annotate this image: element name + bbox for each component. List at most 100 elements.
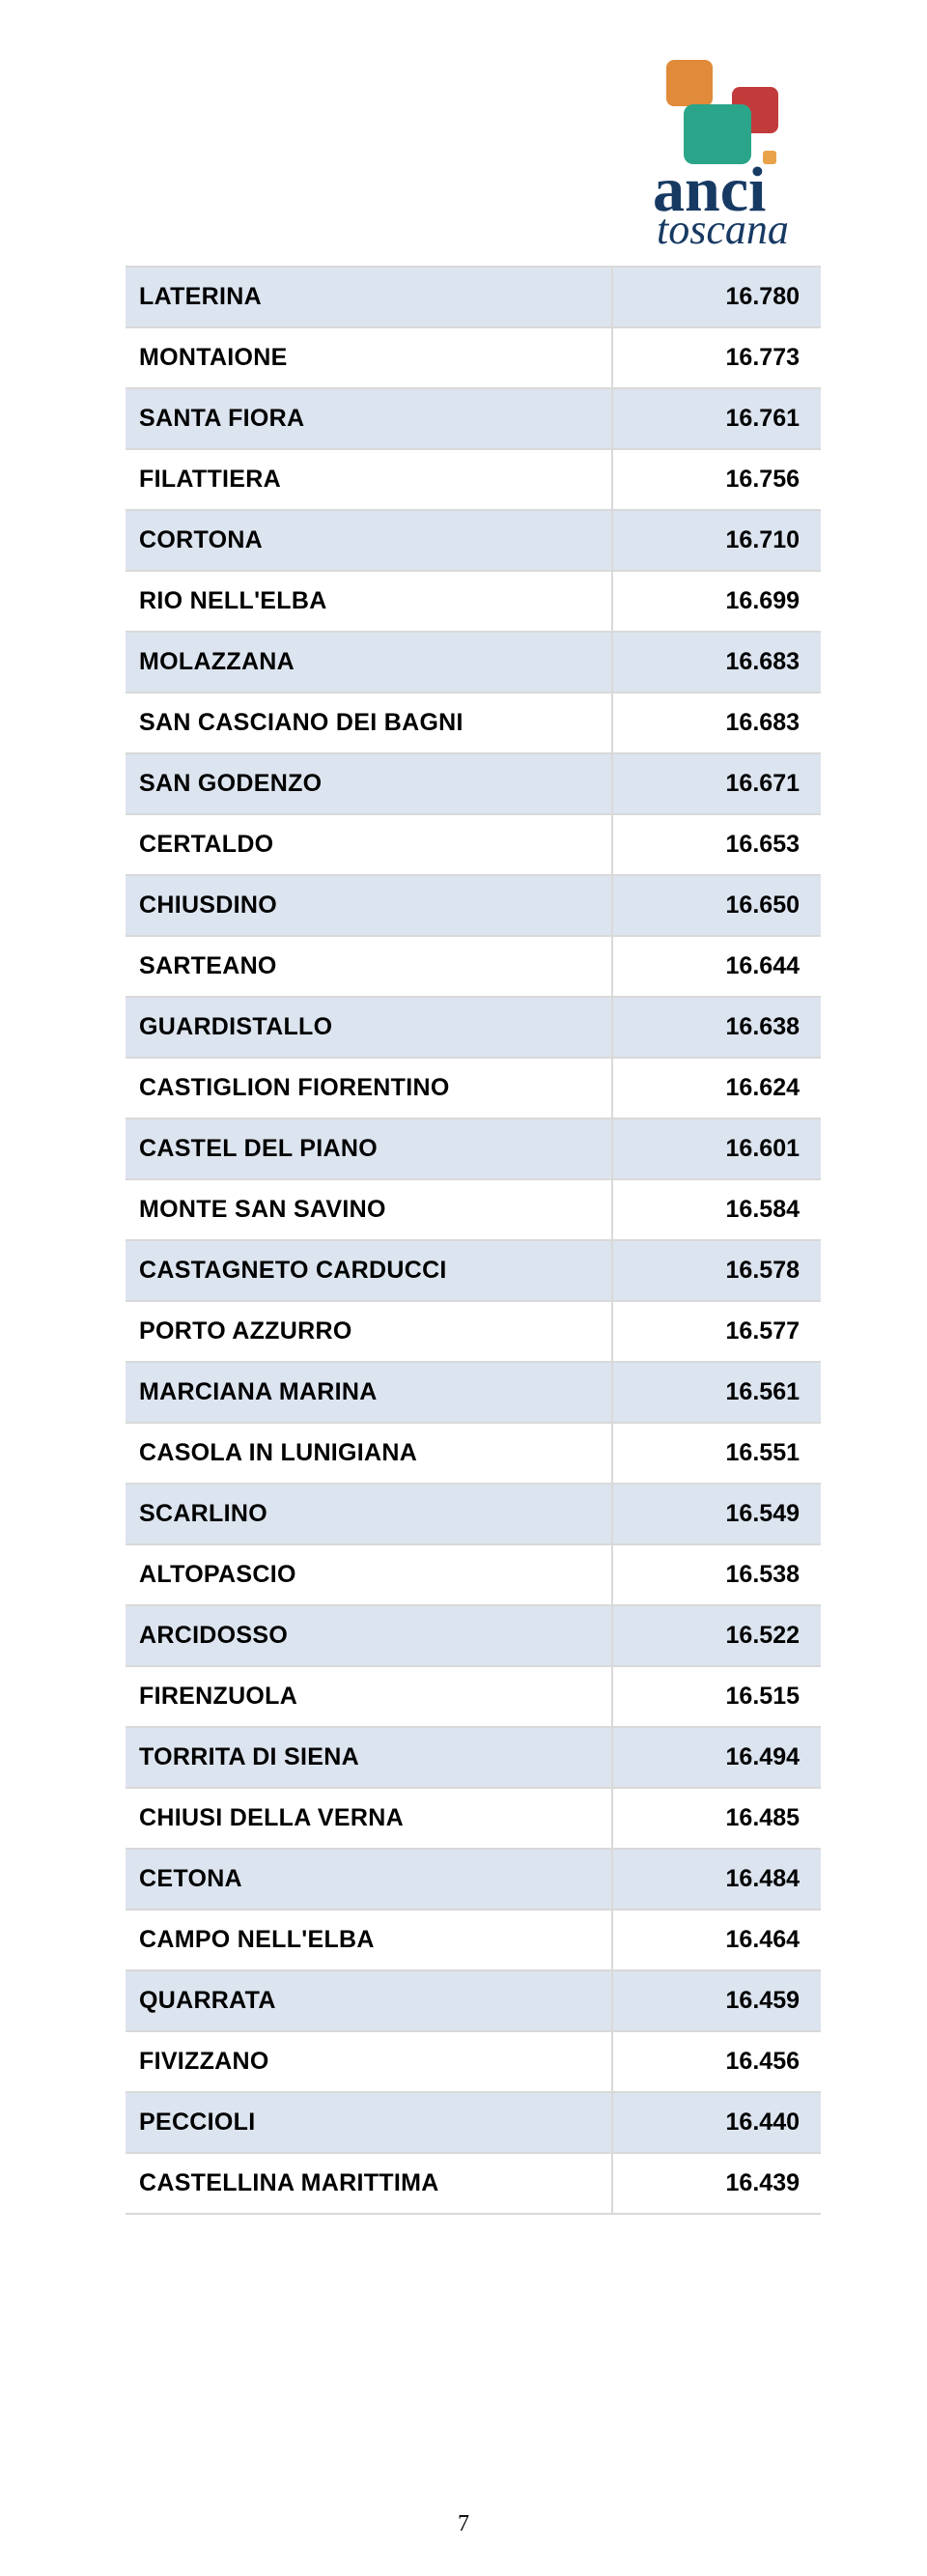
row-value: 16.515 [612, 1666, 821, 1727]
table-row: TORRITA DI SIENA16.494 [126, 1727, 821, 1788]
row-name: CAMPO NELL'ELBA [126, 1910, 612, 1970]
row-value: 16.549 [612, 1484, 821, 1544]
row-name: QUARRATA [126, 1970, 612, 2031]
table-row: CETONA16.484 [126, 1849, 821, 1910]
table-row: CASTELLINA MARITTIMA16.439 [126, 2153, 821, 2214]
row-value: 16.485 [612, 1788, 821, 1849]
row-value: 16.638 [612, 997, 821, 1058]
page: anci toscana LATERINA16.780MONTAIONE16.7… [0, 0, 927, 2576]
row-name: LATERINA [126, 267, 612, 327]
row-name: CASTAGNETO CARDUCCI [126, 1240, 612, 1301]
table-row: CASTEL DEL PIANO16.601 [126, 1118, 821, 1179]
table-row: SANTA FIORA16.761 [126, 388, 821, 449]
row-name: FIVIZZANO [126, 2031, 612, 2092]
row-value: 16.577 [612, 1301, 821, 1362]
data-table-container: LATERINA16.780MONTAIONE16.773SANTA FIORA… [126, 266, 821, 2215]
table-row: PORTO AZZURRO16.577 [126, 1301, 821, 1362]
row-value: 16.561 [612, 1362, 821, 1423]
row-name: MONTE SAN SAVINO [126, 1179, 612, 1240]
row-value: 16.761 [612, 388, 821, 449]
row-name: SCARLINO [126, 1484, 612, 1544]
row-value: 16.601 [612, 1118, 821, 1179]
row-value: 16.756 [612, 449, 821, 510]
row-name: MOLAZZANA [126, 632, 612, 693]
row-name: CASTELLINA MARITTIMA [126, 2153, 612, 2214]
row-value: 16.440 [612, 2092, 821, 2153]
row-value: 16.699 [612, 571, 821, 632]
table-row: SCARLINO16.549 [126, 1484, 821, 1544]
row-name: CASOLA IN LUNIGIANA [126, 1423, 612, 1484]
table-row: CAMPO NELL'ELBA16.464 [126, 1910, 821, 1970]
row-value: 16.459 [612, 1970, 821, 2031]
row-value: 16.683 [612, 693, 821, 753]
row-name: CASTIGLION FIORENTINO [126, 1058, 612, 1118]
row-value: 16.456 [612, 2031, 821, 2092]
row-name: SANTA FIORA [126, 388, 612, 449]
row-value: 16.653 [612, 814, 821, 875]
table-row: FIVIZZANO16.456 [126, 2031, 821, 2092]
table-row: RIO NELL'ELBA16.699 [126, 571, 821, 632]
row-name: MONTAIONE [126, 327, 612, 388]
data-table: LATERINA16.780MONTAIONE16.773SANTA FIORA… [126, 266, 821, 2215]
row-value: 16.578 [612, 1240, 821, 1301]
row-value: 16.494 [612, 1727, 821, 1788]
row-name: GUARDISTALLO [126, 997, 612, 1058]
table-row: SARTEANO16.644 [126, 936, 821, 997]
row-value: 16.538 [612, 1544, 821, 1605]
row-name: ARCIDOSSO [126, 1605, 612, 1666]
row-name: CASTEL DEL PIANO [126, 1118, 612, 1179]
row-value: 16.671 [612, 753, 821, 814]
row-name: CHIUSDINO [126, 875, 612, 936]
table-row: MARCIANA MARINA16.561 [126, 1362, 821, 1423]
row-name: FILATTIERA [126, 449, 612, 510]
page-number: 7 [0, 2511, 927, 2537]
table-row: GUARDISTALLO16.638 [126, 997, 821, 1058]
row-value: 16.439 [612, 2153, 821, 2214]
table-row: ALTOPASCIO16.538 [126, 1544, 821, 1605]
table-row: CHIUSDINO16.650 [126, 875, 821, 936]
row-value: 16.624 [612, 1058, 821, 1118]
table-row: MONTAIONE16.773 [126, 327, 821, 388]
table-row: SAN GODENZO16.671 [126, 753, 821, 814]
row-name: SAN GODENZO [126, 753, 612, 814]
logo-text-bottom: toscana [657, 206, 789, 251]
row-value: 16.644 [612, 936, 821, 997]
row-value: 16.551 [612, 1423, 821, 1484]
table-row: CASTIGLION FIORENTINO16.624 [126, 1058, 821, 1118]
row-name: CERTALDO [126, 814, 612, 875]
row-name: SAN CASCIANO DEI BAGNI [126, 693, 612, 753]
row-name: ALTOPASCIO [126, 1544, 612, 1605]
table-row: FILATTIERA16.756 [126, 449, 821, 510]
row-value: 16.710 [612, 510, 821, 571]
row-name: MARCIANA MARINA [126, 1362, 612, 1423]
table-row: FIRENZUOLA16.515 [126, 1666, 821, 1727]
row-value: 16.484 [612, 1849, 821, 1910]
row-name: TORRITA DI SIENA [126, 1727, 612, 1788]
brand-logo: anci toscana [608, 58, 821, 251]
row-name: PECCIOLI [126, 2092, 612, 2153]
row-value: 16.773 [612, 327, 821, 388]
table-row: MONTE SAN SAVINO16.584 [126, 1179, 821, 1240]
row-name: CHIUSI DELLA VERNA [126, 1788, 612, 1849]
row-name: PORTO AZZURRO [126, 1301, 612, 1362]
table-row: SAN CASCIANO DEI BAGNI16.683 [126, 693, 821, 753]
row-value: 16.650 [612, 875, 821, 936]
table-row: MOLAZZANA16.683 [126, 632, 821, 693]
row-name: CETONA [126, 1849, 612, 1910]
table-row: CHIUSI DELLA VERNA16.485 [126, 1788, 821, 1849]
table-row: ARCIDOSSO16.522 [126, 1605, 821, 1666]
table-row: CASTAGNETO CARDUCCI16.578 [126, 1240, 821, 1301]
row-name: CORTONA [126, 510, 612, 571]
logo-squares [666, 60, 778, 164]
row-value: 16.584 [612, 1179, 821, 1240]
row-name: SARTEANO [126, 936, 612, 997]
row-value: 16.522 [612, 1605, 821, 1666]
table-row: QUARRATA16.459 [126, 1970, 821, 2031]
table-row: PECCIOLI16.440 [126, 2092, 821, 2153]
row-value: 16.683 [612, 632, 821, 693]
table-row: CORTONA16.710 [126, 510, 821, 571]
row-value: 16.464 [612, 1910, 821, 1970]
row-value: 16.780 [612, 267, 821, 327]
table-row: CERTALDO16.653 [126, 814, 821, 875]
row-name: FIRENZUOLA [126, 1666, 612, 1727]
